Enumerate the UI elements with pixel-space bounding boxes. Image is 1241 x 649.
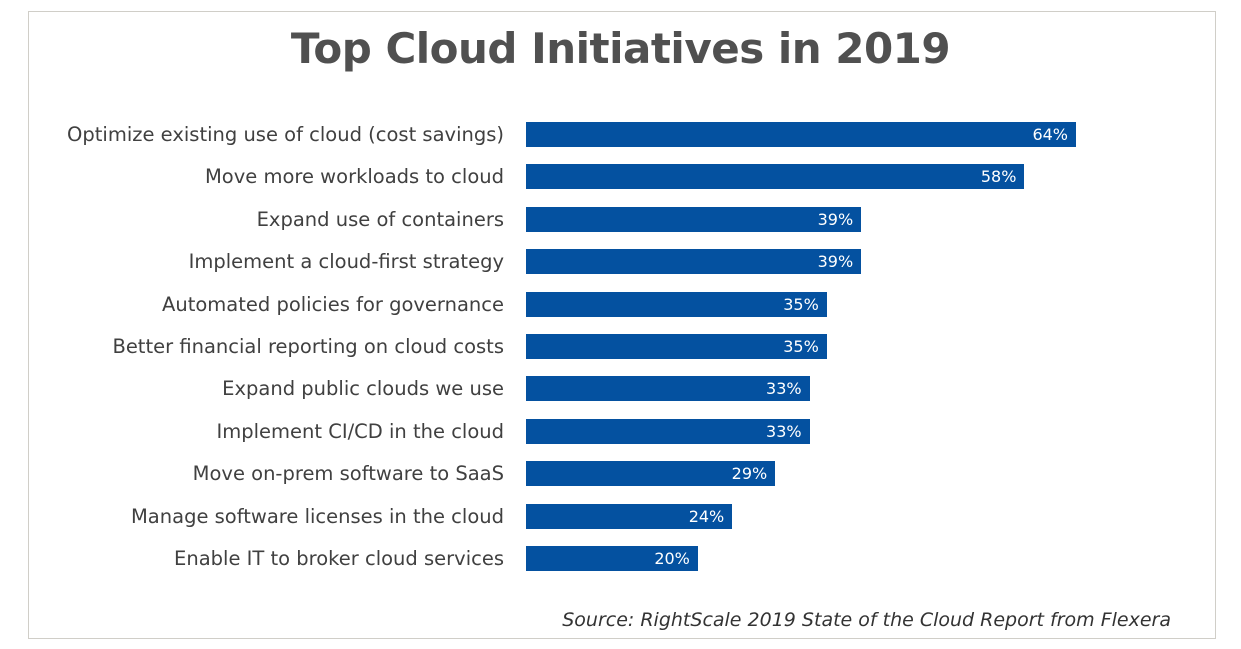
data-label: 35% <box>783 294 819 314</box>
data-label: 35% <box>783 337 819 356</box>
category-label: Expand public clouds we use <box>222 377 504 401</box>
bar <box>526 291 827 317</box>
bar <box>526 164 1025 190</box>
category-label: Automated policies for governance <box>162 292 504 316</box>
bar <box>526 122 1076 147</box>
category-label: Enable IT to broker cloud services <box>174 547 504 570</box>
category-label: Manage software licenses in the cloud <box>130 504 504 528</box>
category-label: Move more workloads to cloud <box>204 165 504 189</box>
category-label: Optimize existing use of cloud (cost sav… <box>67 123 504 146</box>
bar <box>526 334 827 359</box>
chart-frame <box>28 11 1216 639</box>
bar <box>526 206 862 232</box>
data-label: 39% <box>817 252 854 272</box>
bar <box>526 418 810 444</box>
bar <box>526 376 810 402</box>
data-label: 29% <box>731 464 768 484</box>
bar <box>526 249 862 275</box>
data-label: 24% <box>688 506 725 526</box>
data-label: 33% <box>766 421 802 441</box>
category-label: Move on-prem software to SaaS <box>192 462 504 486</box>
bar <box>526 546 698 571</box>
data-label: 20% <box>654 549 690 568</box>
data-label: 64% <box>1032 125 1068 144</box>
category-label: Expand use of containers <box>256 207 504 231</box>
bar <box>526 503 733 529</box>
data-label: 39% <box>817 209 854 229</box>
category-label: Implement a cloud-first strategy <box>188 250 504 274</box>
category-label: Better financial reporting on cloud cost… <box>112 335 504 358</box>
data-label: 33% <box>766 379 802 399</box>
bar <box>526 461 776 487</box>
category-label: Implement CI/CD in the cloud <box>216 419 504 443</box>
data-label: 58% <box>980 167 1017 187</box>
chart-title: Top Cloud Initiatives in 2019 <box>290 24 951 73</box>
source-note: Source: RightScale 2019 State of the Clo… <box>562 609 1171 631</box>
